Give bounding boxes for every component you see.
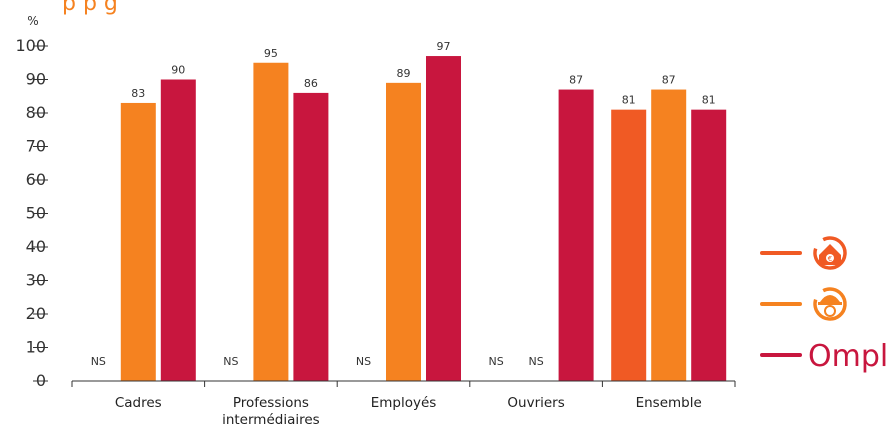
bar <box>651 89 687 382</box>
bar-value-label: 90 <box>171 64 185 77</box>
bar-value-label: NS <box>223 355 238 368</box>
bar <box>160 79 196 381</box>
bar-value-label: 81 <box>622 94 636 107</box>
bar-value-label: NS <box>528 355 543 368</box>
bar-value-label: 87 <box>569 74 583 87</box>
bar <box>611 109 647 382</box>
bar-value-label: 89 <box>397 67 411 80</box>
x-category-label: Ouvriers <box>507 395 564 411</box>
legend-brand-ompl: Ompl <box>808 339 886 374</box>
x-category-label: Cadres <box>115 395 162 411</box>
bar-value-label: NS <box>488 355 503 368</box>
bar-value-label: 83 <box>131 87 145 100</box>
bar <box>293 92 329 382</box>
chart-title-fragment: p p g <box>62 0 118 16</box>
bar-value-label: 95 <box>264 47 278 60</box>
bar <box>120 102 156 381</box>
bar-value-label: 86 <box>304 77 318 90</box>
hardhat-euro-icon <box>813 287 847 321</box>
bar <box>253 62 289 381</box>
legend: € Ompl <box>760 236 886 374</box>
x-category-label: Ensemble <box>636 395 702 411</box>
bar <box>691 109 727 382</box>
svg-text:€: € <box>828 255 832 263</box>
bar-value-label: 81 <box>702 94 716 107</box>
house-euro-icon: € <box>813 236 847 270</box>
bar <box>386 82 421 381</box>
bar-value-label: NS <box>356 355 371 368</box>
x-category-label: Employés <box>371 395 437 411</box>
bar-value-label: 87 <box>662 74 676 87</box>
y-tick-label: 100 <box>15 36 46 55</box>
x-category-label: intermédiaires <box>222 412 320 426</box>
bar-value-label: 97 <box>437 40 451 53</box>
bar <box>426 56 461 382</box>
bar <box>558 89 594 382</box>
x-category-label: Professions <box>233 395 309 411</box>
bar-value-label: NS <box>91 355 106 368</box>
y-axis-unit: % <box>27 14 38 28</box>
